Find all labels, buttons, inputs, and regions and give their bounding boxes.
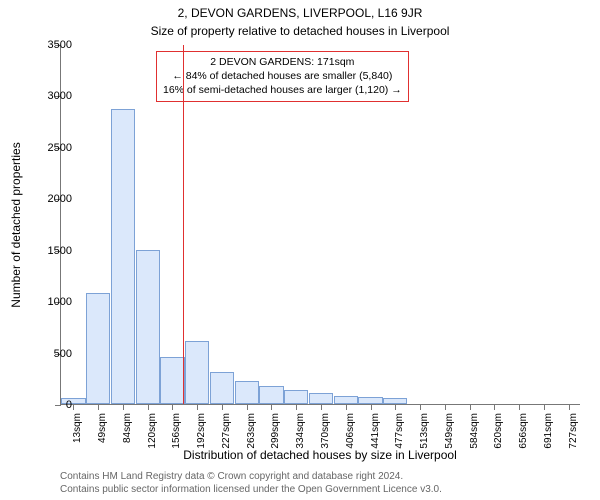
x-tick <box>247 404 248 410</box>
histogram-bar <box>86 293 110 404</box>
histogram-bar <box>309 393 333 404</box>
histogram-bar <box>160 357 184 404</box>
x-tick <box>395 404 396 410</box>
histogram-bar <box>185 341 209 404</box>
y-tick-label: 2500 <box>32 142 72 154</box>
x-tick <box>544 404 545 410</box>
x-tick-label: 549sqm <box>444 413 455 459</box>
x-tick-label: 441sqm <box>370 413 381 459</box>
x-tick <box>470 404 471 410</box>
x-tick-label: 370sqm <box>320 413 331 459</box>
plot-area: 2 DEVON GARDENS: 171sqm ← 84% of detache… <box>60 45 580 405</box>
y-tick-label: 1000 <box>32 296 72 308</box>
x-tick-label: 477sqm <box>394 413 405 459</box>
histogram-bar <box>358 397 382 404</box>
x-tick <box>569 404 570 410</box>
x-tick-label: 691sqm <box>543 413 554 459</box>
x-tick <box>371 404 372 410</box>
x-tick <box>445 404 446 410</box>
y-tick-label: 500 <box>32 348 72 360</box>
x-tick <box>494 404 495 410</box>
annotation-line-3: 16% of semi-detached houses are larger (… <box>163 83 402 97</box>
histogram-bar <box>111 109 135 404</box>
x-tick <box>123 404 124 410</box>
x-tick <box>98 404 99 410</box>
histogram-bar <box>210 372 234 404</box>
x-tick <box>296 404 297 410</box>
x-tick-label: 620sqm <box>493 413 504 459</box>
y-tick-label: 2000 <box>32 193 72 205</box>
reference-line <box>183 45 184 404</box>
footnote-line-2: Contains public sector information licen… <box>60 484 442 497</box>
x-tick-label: 513sqm <box>419 413 430 459</box>
x-tick-label: 584sqm <box>469 413 480 459</box>
x-tick-label: 299sqm <box>270 413 281 459</box>
x-tick <box>321 404 322 410</box>
footnote-line-1: Contains HM Land Registry data © Crown c… <box>60 471 442 484</box>
x-tick <box>519 404 520 410</box>
x-tick-label: 727sqm <box>568 413 579 459</box>
footnote: Contains HM Land Registry data © Crown c… <box>60 471 442 496</box>
x-tick-label: 263sqm <box>246 413 257 459</box>
x-tick <box>271 404 272 410</box>
x-tick-label: 13sqm <box>72 413 83 459</box>
histogram-bar <box>235 381 259 404</box>
histogram-bar <box>334 396 358 404</box>
y-tick-label: 3000 <box>32 90 72 102</box>
x-tick <box>222 404 223 410</box>
x-tick-label: 192sqm <box>196 413 207 459</box>
x-tick <box>197 404 198 410</box>
histogram-bar <box>136 250 160 404</box>
x-tick-label: 84sqm <box>122 413 133 459</box>
annotation-box: 2 DEVON GARDENS: 171sqm ← 84% of detache… <box>156 51 409 102</box>
x-tick-label: 49sqm <box>97 413 108 459</box>
y-tick-label: 3500 <box>32 39 72 51</box>
x-tick <box>420 404 421 410</box>
page-subtitle: Size of property relative to detached ho… <box>0 24 600 38</box>
x-tick <box>172 404 173 410</box>
x-tick-label: 120sqm <box>147 413 158 459</box>
x-tick-label: 656sqm <box>518 413 529 459</box>
y-tick-label: 0 <box>32 399 72 411</box>
chart-container: 2, DEVON GARDENS, LIVERPOOL, L16 9JR Siz… <box>0 0 600 500</box>
x-tick <box>148 404 149 410</box>
x-tick-label: 156sqm <box>171 413 182 459</box>
x-tick-label: 406sqm <box>345 413 356 459</box>
x-tick <box>73 404 74 410</box>
x-tick-label: 227sqm <box>221 413 232 459</box>
x-tick <box>346 404 347 410</box>
plot-outer: 2 DEVON GARDENS: 171sqm ← 84% of detache… <box>60 45 580 405</box>
page-title-address: 2, DEVON GARDENS, LIVERPOOL, L16 9JR <box>0 6 600 20</box>
y-tick-label: 1500 <box>32 245 72 257</box>
annotation-line-1: 2 DEVON GARDENS: 171sqm <box>163 55 402 69</box>
histogram-bar <box>284 390 308 404</box>
y-axis-label: Number of detached properties <box>9 142 23 307</box>
x-tick-label: 334sqm <box>295 413 306 459</box>
annotation-line-2: ← 84% of detached houses are smaller (5,… <box>163 69 402 83</box>
histogram-bar <box>259 386 283 405</box>
